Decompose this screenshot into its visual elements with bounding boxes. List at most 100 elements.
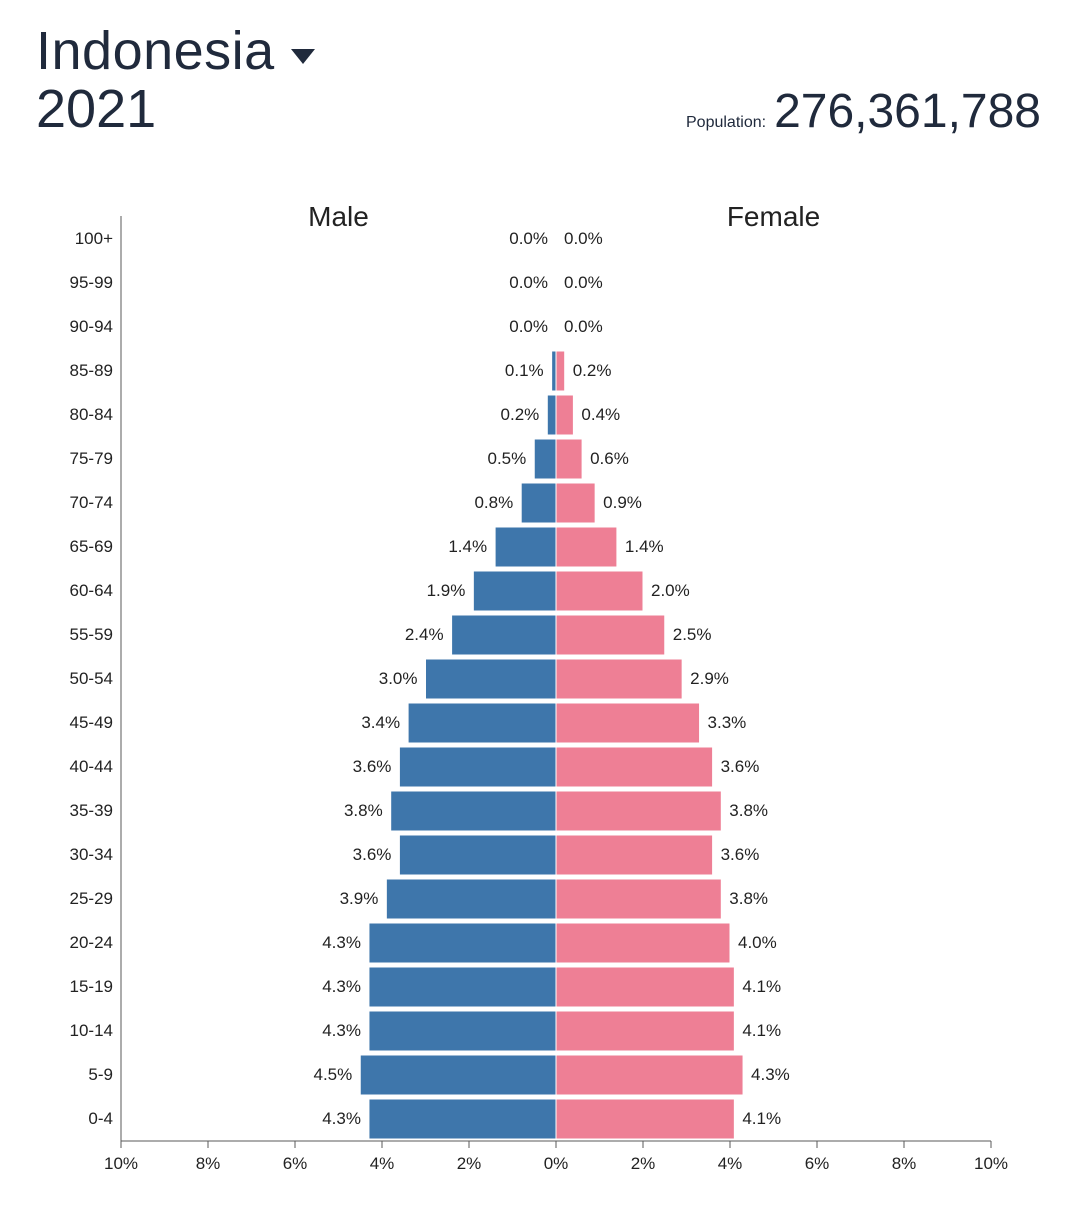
age-group-label: 35-39 xyxy=(70,801,113,820)
age-group-label: 90-94 xyxy=(70,317,113,336)
female-value-label: 0.0% xyxy=(564,317,603,336)
male-value-label: 3.0% xyxy=(379,669,418,688)
header-row-year-pop: 2021 Population: 276,361,788 xyxy=(36,78,1041,140)
population-caption: Population: xyxy=(686,114,766,132)
male-bar xyxy=(369,1011,556,1051)
female-bar xyxy=(556,879,721,919)
female-bar xyxy=(556,439,582,479)
female-bar xyxy=(556,703,700,743)
female-value-label: 0.0% xyxy=(564,229,603,248)
age-group-label: 70-74 xyxy=(70,493,113,512)
male-value-label: 4.3% xyxy=(322,1109,361,1128)
male-series-title: Male xyxy=(308,201,369,232)
male-value-label: 0.5% xyxy=(488,449,527,468)
year-label: 2021 xyxy=(36,78,156,140)
age-group-label: 100+ xyxy=(75,229,113,248)
male-value-label: 0.0% xyxy=(509,229,548,248)
age-group-label: 0-4 xyxy=(88,1109,113,1128)
female-value-label: 0.0% xyxy=(564,273,603,292)
female-value-label: 3.8% xyxy=(729,801,768,820)
female-series-title: Female xyxy=(727,201,820,232)
male-bar xyxy=(369,967,556,1007)
male-bar xyxy=(408,703,556,743)
age-group-label: 95-99 xyxy=(70,273,113,292)
page-root: Indonesia 2021 Population: 276,361,788 1… xyxy=(0,0,1077,1216)
population-block: Population: 276,361,788 xyxy=(686,84,1041,139)
female-value-label: 2.9% xyxy=(690,669,729,688)
male-value-label: 3.9% xyxy=(340,889,379,908)
age-group-label: 55-59 xyxy=(70,625,113,644)
male-value-label: 0.0% xyxy=(509,273,548,292)
male-value-label: 2.4% xyxy=(405,625,444,644)
age-group-label: 75-79 xyxy=(70,449,113,468)
male-bar xyxy=(547,395,556,435)
female-value-label: 1.4% xyxy=(625,537,664,556)
male-value-label: 3.6% xyxy=(353,845,392,864)
male-value-label: 0.8% xyxy=(474,493,513,512)
female-bar xyxy=(556,571,643,611)
male-bar xyxy=(552,351,556,391)
female-bar xyxy=(556,659,682,699)
male-bar xyxy=(534,439,556,479)
female-value-label: 2.0% xyxy=(651,581,690,600)
population-value: 276,361,788 xyxy=(774,84,1041,139)
age-group-label: 10-14 xyxy=(70,1021,113,1040)
pyramid-chart: 10%8%6%4%2%0%2%4%6%8%10%MaleFemale100+0.… xyxy=(36,196,1041,1186)
female-value-label: 4.3% xyxy=(751,1065,790,1084)
female-value-label: 0.4% xyxy=(581,405,620,424)
age-group-label: 30-34 xyxy=(70,845,113,864)
female-bar xyxy=(556,967,734,1007)
male-bar xyxy=(399,835,556,875)
male-bar xyxy=(426,659,557,699)
age-group-label: 65-69 xyxy=(70,537,113,556)
chevron-down-icon[interactable] xyxy=(289,46,317,66)
male-bar xyxy=(386,879,556,919)
female-value-label: 3.6% xyxy=(721,757,760,776)
male-value-label: 4.3% xyxy=(322,933,361,952)
female-value-label: 3.6% xyxy=(721,845,760,864)
x-tick-label: 8% xyxy=(196,1154,221,1173)
male-bar xyxy=(495,527,556,567)
age-group-label: 80-84 xyxy=(70,405,113,424)
x-tick-label: 2% xyxy=(631,1154,656,1173)
x-tick-label: 10% xyxy=(974,1154,1008,1173)
male-bar xyxy=(473,571,556,611)
female-value-label: 0.9% xyxy=(603,493,642,512)
male-value-label: 3.4% xyxy=(361,713,400,732)
female-value-label: 2.5% xyxy=(673,625,712,644)
female-bar xyxy=(556,1055,743,1095)
female-bar xyxy=(556,835,713,875)
country-selector-label[interactable]: Indonesia xyxy=(36,20,275,82)
age-group-label: 50-54 xyxy=(70,669,113,688)
female-bar xyxy=(556,1099,734,1139)
age-group-label: 85-89 xyxy=(70,361,113,380)
female-bar xyxy=(556,923,730,963)
age-group-label: 15-19 xyxy=(70,977,113,996)
male-bar xyxy=(399,747,556,787)
male-bar xyxy=(369,1099,556,1139)
male-value-label: 3.8% xyxy=(344,801,383,820)
age-group-label: 5-9 xyxy=(88,1065,113,1084)
male-bar xyxy=(521,483,556,523)
male-value-label: 1.4% xyxy=(448,537,487,556)
female-bar xyxy=(556,395,573,435)
age-group-label: 20-24 xyxy=(70,933,113,952)
female-value-label: 4.1% xyxy=(742,1021,781,1040)
female-bar xyxy=(556,791,721,831)
male-bar xyxy=(452,615,556,655)
male-value-label: 4.3% xyxy=(322,1021,361,1040)
x-tick-label: 0% xyxy=(544,1154,569,1173)
female-bar xyxy=(556,527,617,567)
x-tick-label: 2% xyxy=(457,1154,482,1173)
pyramid-svg: 10%8%6%4%2%0%2%4%6%8%10%MaleFemale100+0.… xyxy=(36,196,1036,1186)
male-bar xyxy=(360,1055,556,1095)
header-row-country: Indonesia xyxy=(36,20,1041,82)
female-bar xyxy=(556,615,665,655)
female-value-label: 3.3% xyxy=(708,713,747,732)
female-value-label: 3.8% xyxy=(729,889,768,908)
male-bar xyxy=(369,923,556,963)
female-bar xyxy=(556,483,595,523)
female-value-label: 4.1% xyxy=(742,1109,781,1128)
x-tick-label: 6% xyxy=(805,1154,830,1173)
x-tick-label: 4% xyxy=(718,1154,743,1173)
